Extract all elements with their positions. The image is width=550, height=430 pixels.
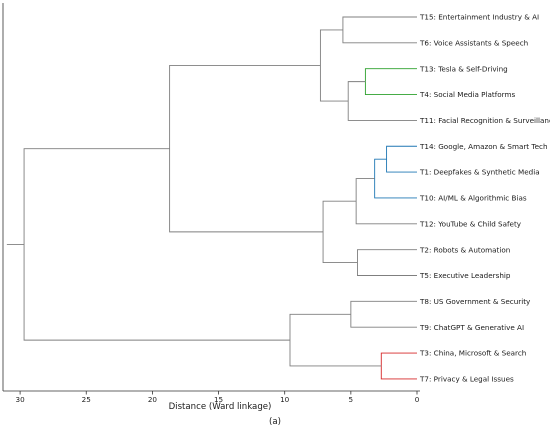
- leaf-label: T8: US Government & Security: [419, 297, 531, 306]
- dendrogram-links: [6, 16, 417, 380]
- leaf-label: T12: YouTube & Child Safety: [419, 219, 522, 228]
- dendrogram-link-c13: [23, 148, 290, 341]
- leaf-label: T14: Google, Amazon & Smart Tech: [419, 142, 548, 151]
- x-tick-label: 30: [16, 395, 26, 404]
- leaf-label: T5: Executive Leadership: [419, 271, 511, 280]
- dendrogram-link-c1: [364, 68, 417, 95]
- leaf-label: T6: Voice Assistants & Speech: [419, 38, 528, 47]
- leaf-label: T13: Tesla & Self-Driving: [419, 64, 508, 73]
- x-tick-label: 5: [349, 395, 354, 404]
- x-tick-label: 0: [415, 395, 420, 404]
- figure-caption: (a): [269, 417, 281, 427]
- leaf-label: T9: ChatGPT & Generative AI: [419, 323, 524, 332]
- leaf-label: T3: China, Microsoft & Search: [419, 349, 526, 358]
- leaf-label: T11: Facial Recognition & Surveillance: [419, 116, 550, 125]
- leaf-label: T10: AI/ML & Algorithmic Bias: [419, 194, 527, 203]
- dendrogram-link-c7: [357, 249, 417, 276]
- x-tick-label: 15: [214, 395, 223, 404]
- leaf-labels: T15: Entertainment Industry & AI T6: Voic…: [419, 13, 550, 384]
- dendrogram-link-c5: [374, 158, 417, 199]
- x-tick-label: 20: [148, 395, 158, 404]
- dendrogram-link-c11: [380, 352, 417, 380]
- leaf-label: T2: Robots & Automation: [419, 245, 510, 254]
- dendrogram-link-c8: [322, 200, 358, 264]
- dendrogram-link-c12: [289, 313, 382, 367]
- leaf-label: T4: Social Media Platforms: [419, 90, 515, 99]
- leaf-label: T7: Privacy & Legal Issues: [419, 375, 514, 384]
- dendrogram-link-c9: [169, 65, 324, 233]
- dendrogram-link-c2: [347, 81, 417, 121]
- dendrogram-link-c10: [350, 300, 417, 328]
- x-tick-label: 25: [82, 395, 91, 404]
- leaf-label: T15: Entertainment Industry & AI: [419, 13, 539, 22]
- x-axis-title: Distance (Ward linkage): [169, 402, 272, 412]
- dendrogram-link-c6: [355, 178, 417, 225]
- dendrogram-link-c3: [319, 29, 349, 102]
- leaf-label: T1: Deepfakes & Synthetic Media: [419, 168, 540, 177]
- dendrogram-link-c0: [342, 16, 417, 44]
- x-tick-label: 10: [280, 395, 290, 404]
- x-axis: 30 25 20 15 10 5 0: [2, 3, 420, 404]
- dendrogram-link-c4: [386, 145, 417, 173]
